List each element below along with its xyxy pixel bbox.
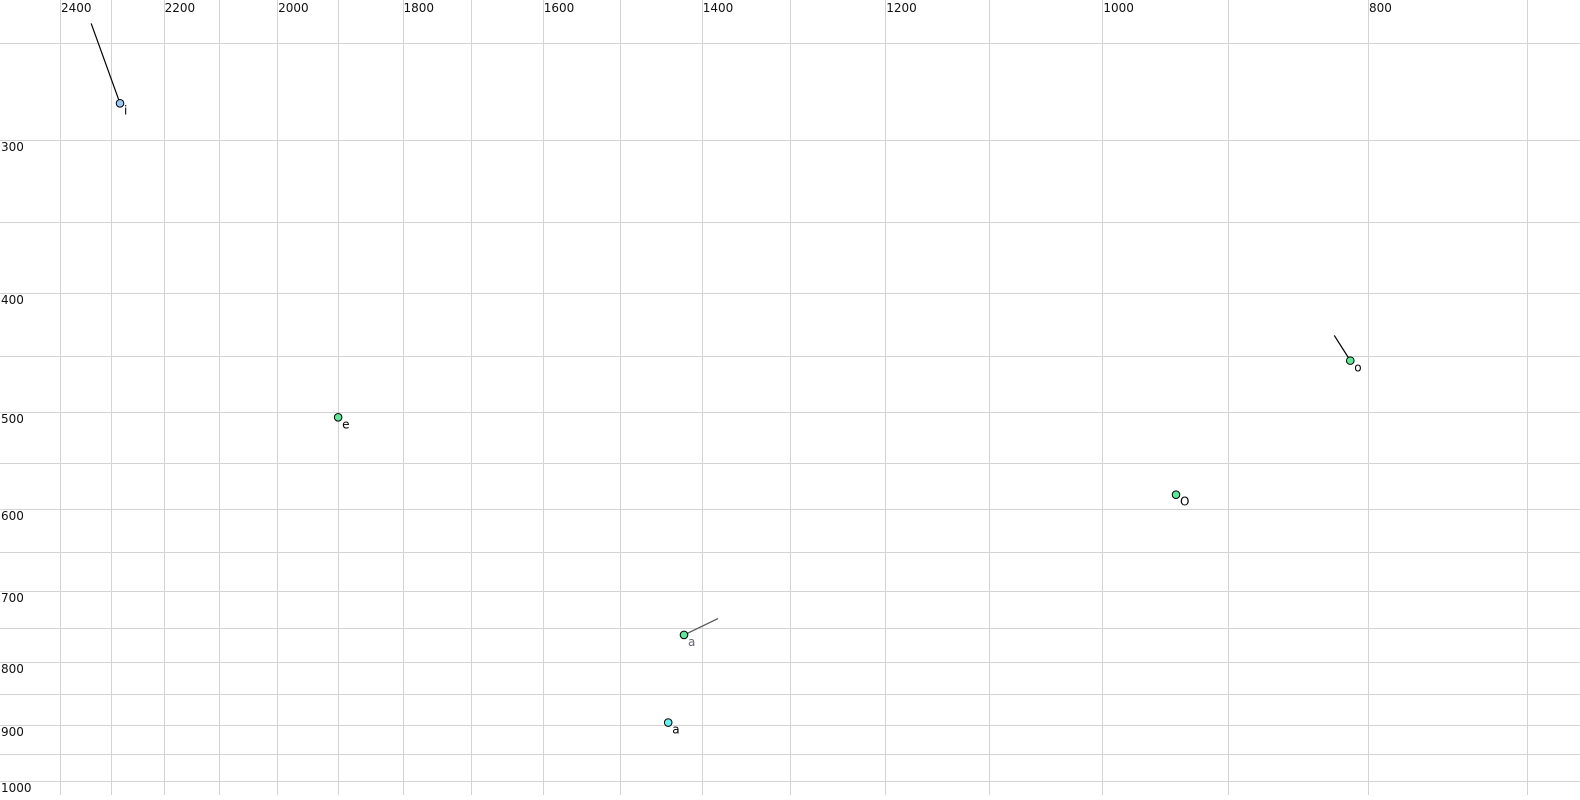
- trajectory-line: [683, 618, 719, 636]
- trajectory-line: [1333, 335, 1351, 361]
- vowel-point: [679, 630, 689, 640]
- x-tick-label: 1200: [886, 1, 917, 15]
- vowel-label: a: [688, 635, 695, 649]
- x-tick-label: 2000: [278, 1, 309, 15]
- y-tick-label: 600: [1, 509, 24, 523]
- y-tick-label: 900: [1, 725, 24, 739]
- y-tick-label: 800: [1, 662, 24, 676]
- trajectory-line: [90, 23, 121, 104]
- x-tick-label: 800: [1369, 1, 1392, 15]
- y-tick-label: 1000: [1, 781, 32, 795]
- vowel-label: e: [342, 417, 349, 431]
- x-tick-label: 1400: [703, 1, 734, 15]
- vowel-point: [115, 99, 125, 108]
- y-tick-label: 300: [1, 140, 24, 154]
- vowel-point: [1171, 490, 1181, 499]
- vowel-label: i: [124, 103, 127, 117]
- y-tick-label: 400: [1, 293, 24, 307]
- vowel-label: O: [1180, 495, 1189, 509]
- x-tick-label: 1600: [544, 1, 575, 15]
- x-tick-label: 1800: [404, 1, 435, 15]
- y-tick-label: 500: [1, 412, 24, 426]
- x-tick-label: 2200: [165, 1, 196, 15]
- x-tick-label: 2400: [61, 1, 92, 15]
- vowel-point: [663, 718, 673, 727]
- vowel-label: o: [1354, 361, 1361, 375]
- tick-labels: 2400 2200 2000 1800 1600 1400 1200 1000 800 300 40…: [1, 1, 1392, 795]
- vowel-label: a: [672, 723, 679, 737]
- data-points: i e o Oa a: [90, 23, 1362, 737]
- vowel-point: [1345, 356, 1355, 365]
- y-tick-label: 700: [1, 591, 24, 605]
- x-tick-label: 1000: [1103, 1, 1134, 15]
- vowel-point: [333, 412, 343, 422]
